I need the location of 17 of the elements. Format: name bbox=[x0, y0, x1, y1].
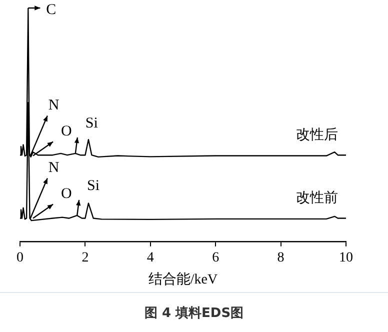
annotation: N bbox=[48, 160, 60, 176]
annotation: N bbox=[48, 98, 60, 114]
x-tick-label: 8 bbox=[277, 250, 284, 266]
x-tick-label: 2 bbox=[82, 250, 89, 266]
annotation: C bbox=[46, 2, 56, 18]
series-label: 改性后 bbox=[296, 126, 338, 143]
annotation: Si bbox=[87, 178, 100, 194]
x-tick-label: 6 bbox=[212, 250, 220, 266]
annotation: O bbox=[61, 186, 72, 202]
series-label: 改性前 bbox=[296, 190, 338, 206]
x-tick-label: 10 bbox=[339, 250, 353, 266]
x-axis-title: 结合能/keV bbox=[148, 271, 218, 288]
x-tick-label: 0 bbox=[16, 250, 24, 266]
annotation: Si bbox=[85, 115, 98, 132]
text: 图 4 填料EDS图 bbox=[0, 292, 388, 332]
x-tick-label: 4 bbox=[146, 250, 154, 266]
annotation: O bbox=[61, 124, 72, 140]
